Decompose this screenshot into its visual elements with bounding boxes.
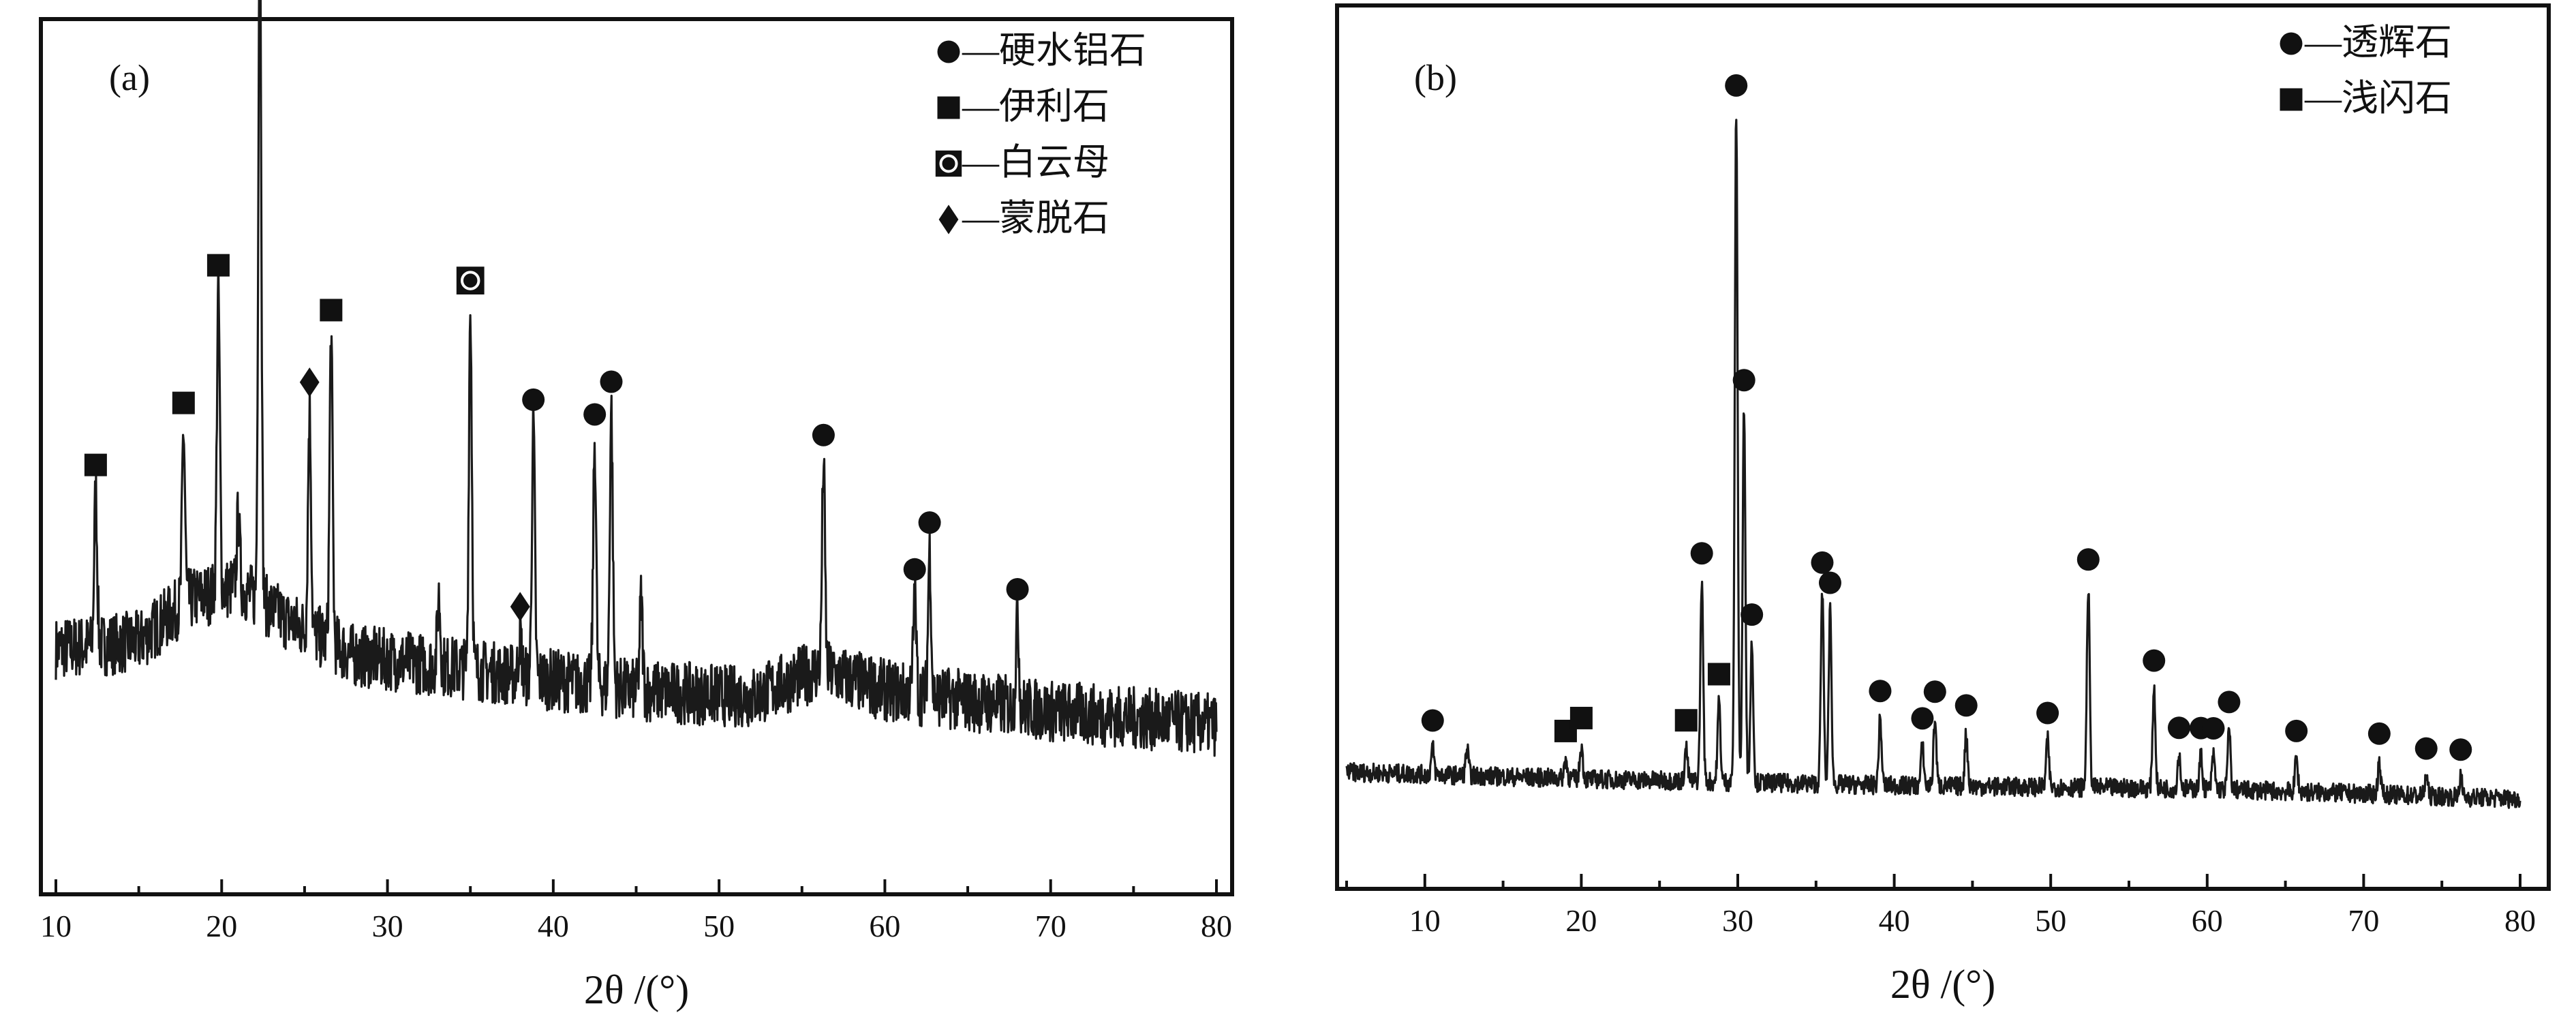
peak-marker-circle (2167, 716, 2190, 740)
panel-label: (b) (1414, 57, 1457, 98)
legend-label: —白云母 (962, 142, 1109, 183)
legend-label: —硬水铝石 (962, 30, 1146, 71)
panel-b: 10 20 30 40 50 60 70 80 2θ /(°) (b) —透辉石 —浅闪石 (1335, 3, 2551, 1007)
x-tick-label: 20 (1565, 903, 1597, 938)
x-tick-label: 80 (1201, 909, 1232, 943)
peak-marker-circle (1732, 369, 1755, 392)
legend-label: —伊利石 (962, 86, 1109, 127)
peak-marker-circle (903, 558, 926, 581)
peak-marker-circle (2143, 649, 2166, 672)
legend-label: —透辉石 (2304, 22, 2452, 63)
legend-marker-square (937, 96, 960, 119)
x-tick-label: 80 (2504, 903, 2536, 938)
peak-marker-diamond (510, 592, 530, 622)
peak-marker-square (320, 299, 343, 322)
peak-marker-circle (1690, 542, 1713, 565)
peak-marker-square-circle (456, 267, 485, 294)
peak-marker-circle (1741, 603, 1764, 626)
legend: —硬水铝石 —伊利石 —白云母 —蒙脱石 (935, 30, 1146, 239)
peak-marker-square (1674, 709, 1698, 732)
plot-frame (1335, 3, 2551, 891)
x-tick-label: 30 (1722, 903, 1753, 938)
x-tick-label: 40 (538, 909, 569, 943)
peak-marker-circle (1006, 577, 1029, 601)
x-tick-label: 60 (2192, 903, 2223, 938)
x-tick-label: 50 (703, 909, 735, 943)
peak-marker-circle (918, 511, 941, 534)
peak-marker-circle (2036, 701, 2059, 725)
peak-marker-circle (2449, 738, 2472, 761)
x-tick-label: 20 (206, 909, 237, 943)
peak-marker-square (84, 453, 107, 476)
peak-marker-circle (1911, 707, 1934, 730)
peak-marker-circle (583, 403, 607, 426)
peak-marker-circle (2218, 690, 2241, 714)
peak-marker-circle (2285, 719, 2308, 742)
peak-marker-circle (1421, 709, 1444, 732)
peak-marker-circle (1811, 551, 1834, 574)
peak-marker-circle (600, 370, 623, 393)
legend-label: —蒙脱石 (962, 198, 1109, 239)
x-tick-label: 70 (1035, 909, 1067, 943)
xrd-pattern-line (55, 0, 1218, 757)
peak-marker-circle (812, 423, 835, 446)
legend-marker-circle (2280, 32, 2303, 55)
peak-marker-diamond (299, 367, 320, 397)
peak-marker-circle (1725, 74, 1748, 97)
peak-marker-square (172, 391, 195, 414)
peak-marker-circle (2202, 716, 2225, 740)
legend-marker-circle (937, 40, 960, 63)
x-tick-label: 50 (2035, 903, 2066, 938)
legend-marker-square-circle (935, 150, 962, 177)
x-axis-label: 2θ /(°) (1890, 962, 1995, 1007)
peak-marker-circle (1923, 680, 1946, 703)
x-tick-label: 60 (869, 909, 900, 943)
panel-label: (a) (109, 57, 150, 98)
peak-marker-circle (1954, 694, 1978, 717)
x-tick-label: 40 (1879, 903, 1910, 938)
x-tick-label: 30 (372, 909, 403, 943)
peak-marker-circle (2414, 737, 2438, 760)
legend-label: —浅闪石 (2304, 78, 2452, 119)
peak-marker-square (1569, 706, 1593, 729)
legend-marker-diamond (938, 204, 959, 234)
x-axis-label: 2θ /(°) (584, 967, 689, 1012)
peak-marker-circle (522, 388, 545, 411)
x-tick-label: 10 (1409, 903, 1441, 938)
legend-marker-square (2280, 88, 2303, 111)
peak-marker-square (1707, 663, 1730, 686)
xrd-pattern-line (1345, 119, 2521, 809)
peak-marker-circle (2076, 548, 2100, 571)
peak-marker-circle (1869, 680, 1892, 703)
x-tick-label: 70 (2348, 903, 2379, 938)
peak-marker-square (206, 254, 230, 277)
peak-marker-circle (1818, 571, 1841, 594)
legend: —透辉石 —浅闪石 (2280, 22, 2452, 119)
peak-marker-circle (2367, 722, 2391, 745)
x-tick-label: 10 (40, 909, 72, 943)
